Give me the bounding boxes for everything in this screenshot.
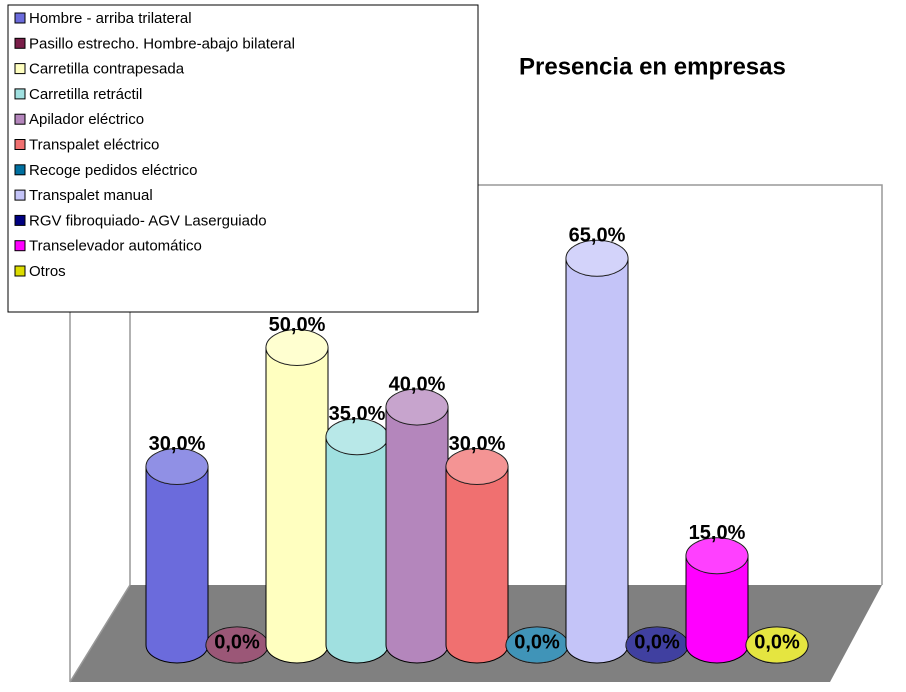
cylinder-top [145, 448, 209, 485]
cylinder [565, 257, 629, 664]
legend-swatch [14, 265, 26, 277]
cylinder-top-shade [746, 627, 808, 663]
bars: 30,0% 0,0% 50,0% 35,0%40,0% 30,0% 0,0% 65,0% 0,… [145, 225, 809, 664]
legend-label: Otros [29, 263, 66, 280]
cylinder-top-shade [686, 537, 748, 574]
cylinder [385, 406, 449, 664]
legend-label: Recoge pedidos eléctrico [29, 162, 197, 179]
cylinder-top-shade [626, 627, 688, 663]
cylinder [265, 347, 329, 664]
value-label: 0,0% [214, 631, 260, 653]
cylinder-top-shade [506, 627, 568, 663]
legend-label: Carretilla retráctil [29, 86, 142, 103]
value-label: 50,0% [269, 314, 326, 336]
legend-label: Transpalet eléctrico [29, 136, 159, 153]
legend-label: Transelevador automático [29, 238, 202, 255]
legend-swatch [14, 63, 26, 75]
cylinder-top [445, 448, 509, 485]
cylinder-top [265, 329, 329, 366]
cylinder-top-shade [386, 389, 448, 425]
legend-label: Apilador eléctrico [29, 111, 144, 128]
cylinder-top [685, 537, 749, 575]
value-label: 0,0% [514, 631, 560, 653]
legend-swatch [14, 214, 26, 226]
legend-swatch [14, 12, 26, 24]
legend-swatch [14, 37, 26, 49]
cylinder [325, 436, 389, 664]
legend-label: Pasillo estrecho. Hombre-abajo bilateral [29, 35, 295, 52]
cylinder-top-shade [266, 329, 328, 366]
cylinder [445, 466, 509, 664]
left-wall [69, 584, 131, 683]
cylinder-top [385, 388, 449, 426]
cylinder [145, 466, 209, 664]
cylinder-top-shade [206, 627, 268, 663]
back-wall [129, 184, 883, 585]
legend-swatch [14, 240, 26, 252]
legend-swatch [14, 139, 26, 150]
value-label: 0,0% [754, 631, 800, 653]
cylinder-top-shade [446, 448, 508, 485]
cylinder-top-shade [146, 448, 208, 485]
value-label: 15,0% [689, 522, 746, 544]
cylinder-top-shade [326, 418, 388, 455]
legend-label: Carretilla contrapesada [29, 61, 185, 78]
legend-swatch [14, 113, 26, 125]
legend-label: RGV fibroquiado- AGV Laserguiado [29, 212, 267, 229]
chart-title: Presencia en empresas [519, 53, 786, 80]
value-label: 30,0% [149, 433, 206, 455]
legend-swatch [14, 164, 26, 176]
legend-label: Transpalet manual [29, 187, 153, 204]
cylinder-top [565, 239, 629, 277]
legend-swatch [14, 88, 26, 100]
legend-label: Hombre - arriba trilateral [29, 10, 192, 27]
cylinder-top [745, 626, 809, 664]
value-label: 35,0% [329, 403, 386, 425]
legend-swatch [14, 189, 26, 201]
value-label: 30,0% [449, 433, 506, 455]
value-label: 65,0% [569, 225, 626, 247]
cylinder-top-shade [566, 240, 628, 277]
legend [7, 4, 479, 313]
value-label: 0,0% [634, 631, 680, 653]
value-label: 40,0% [389, 373, 446, 395]
